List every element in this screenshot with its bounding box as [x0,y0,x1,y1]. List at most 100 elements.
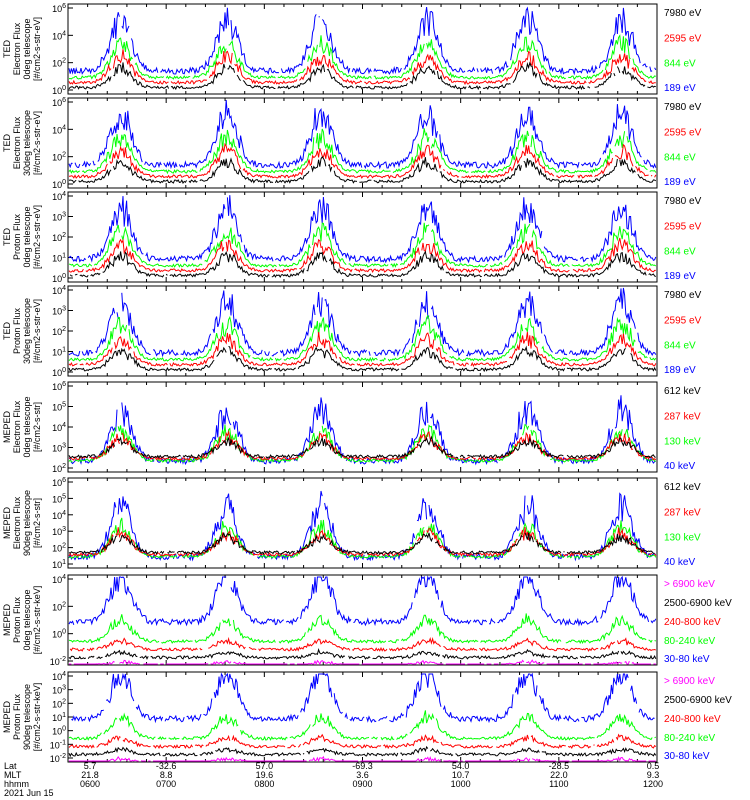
series-trace-844-ev [68,128,657,175]
series-trace-30-80-kev [68,575,657,627]
y-axis-label: TED [2,39,12,58]
panel-4: 104 103 102 101 100 TED Proton Flux 30deg teles… [2,285,702,378]
y-axis-label: [#/cm2-s-str-eV] [32,299,42,363]
series-trace-7980-ev [68,156,657,184]
legend-entry: > 6900 keV [664,579,715,590]
legend-entry: 7980 eV [664,102,702,113]
legend-entry: 80-240 keV [664,733,715,744]
y-tick-label: 104 [52,574,66,585]
y-tick-label: 106 [52,97,66,108]
panel-frame [67,671,658,763]
y-axis-label: [#/cm2-s-str-eV] [32,111,42,175]
x-tick-lat: -32.6 [156,761,177,771]
y-tick-label: 102 [52,232,66,243]
y-axis-label: MEPED [2,604,12,637]
y-axis-label: [#/cm2-s-str-keV] [32,683,42,752]
y-axis-label: Electron Flux [12,400,22,453]
y-tick-label: 101 [52,347,66,358]
series-trace-130-kev [68,423,656,464]
x-tick-mlt: 19.6 [256,770,274,780]
y-axis-label: MEPED [2,411,12,444]
y-tick-label: 104 [52,124,66,135]
y-tick-label: 100 [52,85,66,96]
y-tick-label: 102 [52,463,66,474]
y-axis-label: Electron Flux [12,22,22,75]
legend-entry: 30-80 keV [664,751,710,762]
y-tick-label: 102 [52,326,66,337]
y-tick-label: 102 [52,698,66,709]
series-trace-189-ev [68,6,657,76]
y-tick-label: 103 [52,306,66,317]
x-tick-hhmm: 1200 [643,779,663,789]
x-axis-row-label: Lat [4,761,17,771]
series-trace-2595-ev [68,331,657,368]
y-axis-label: Electron Flux [12,496,22,549]
series-trace-2595-ev [69,142,657,180]
y-tick-label: 104 [52,285,66,296]
x-tick-mlt: 9.3 [647,770,660,780]
y-axis-label: [#/cm2-s-str-eV] [32,205,42,269]
y-tick-label: 106 [52,477,66,488]
legend-entry: 189 eV [664,271,696,282]
legend-entry: 7980 eV [664,8,702,19]
y-tick-label: 103 [52,443,66,454]
y-axis-label: Electron Flux [12,116,22,169]
legend-entry: 844 eV [664,341,696,352]
y-tick-label: 100 [52,629,66,640]
series-trace-612-kev [68,435,656,459]
legend-entry: 612 keV [664,386,701,397]
x-axis-row-label: MLT [4,770,22,780]
y-tick-label: 10-2 [50,753,66,764]
x-tick-lat: 57.0 [256,761,274,771]
series-trace-844-ev [68,314,657,363]
x-tick-lat: 5.7 [84,761,97,771]
series-trace-2500-6900-kev [68,648,657,660]
y-axis-label: 0deg telescope [22,589,32,650]
y-tick-label: 100 [52,273,66,284]
series-trace-2500-6900-kev [68,745,657,758]
legend-entry: 287 keV [664,411,701,422]
y-tick-label: 103 [52,526,66,537]
x-tick-lat: -28.5 [549,761,570,771]
legend-entry: 2500-6900 keV [664,695,732,706]
legend-entry: 844 eV [664,247,696,258]
legend-entry: 130 keV [664,533,701,544]
legend-entry: 80-240 keV [664,636,715,647]
legend-entry: 7980 eV [664,196,702,207]
x-tick-hhmm: 0600 [80,779,100,789]
y-tick-label: 102 [52,543,66,554]
y-tick-label: 104 [52,671,66,682]
y-tick-label: 100 [52,726,66,737]
y-axis-label: [#/cm2-s-str] [32,498,42,548]
y-axis-label: MEPED [2,701,12,734]
x-tick-lat: 54.0 [452,761,470,771]
x-tick-hhmm: 1000 [451,779,471,789]
legend-entry: 2595 eV [664,33,702,44]
panel-2: 106 104 102 100 TED Electron Flux 30deg telesc… [2,97,702,190]
y-axis-label: TED [2,227,12,246]
series-trace-2595-ev [68,237,656,273]
panel-frame [67,191,658,283]
y-axis-label: Proton Flux [12,596,22,643]
y-tick-label: 103 [52,212,66,223]
y-tick-label: 100 [52,179,66,190]
x-tick-mlt: 8.8 [160,770,173,780]
y-tick-label: 102 [52,58,66,69]
x-tick-hhmm: 0700 [156,779,176,789]
panel-frame [67,574,658,666]
y-tick-label: 101 [52,559,66,570]
y-axis-label: TED [2,133,12,152]
series-trace-287-kev [68,429,657,461]
y-axis-label: [#/cm2-s-str-keV] [32,586,42,655]
x-axis-row-label: 2021 Jun 15 [4,788,54,798]
legend-entry: > 6900 keV [664,676,715,687]
legend-entry: 7980 eV [664,290,702,301]
panel-frame [67,285,658,377]
y-axis-label: 0deg telescope [22,396,32,457]
panel-6: 106 105 104 103 102 101 MEPED Electron Flux 90de… [2,477,701,570]
y-tick-label: 101 [52,253,66,264]
legend-entry: 30-80 keV [664,654,710,665]
legend-entry: 40 keV [664,557,695,568]
x-tick-mlt: 3.6 [356,770,369,780]
y-axis-label: 30deg telescope [22,110,32,176]
